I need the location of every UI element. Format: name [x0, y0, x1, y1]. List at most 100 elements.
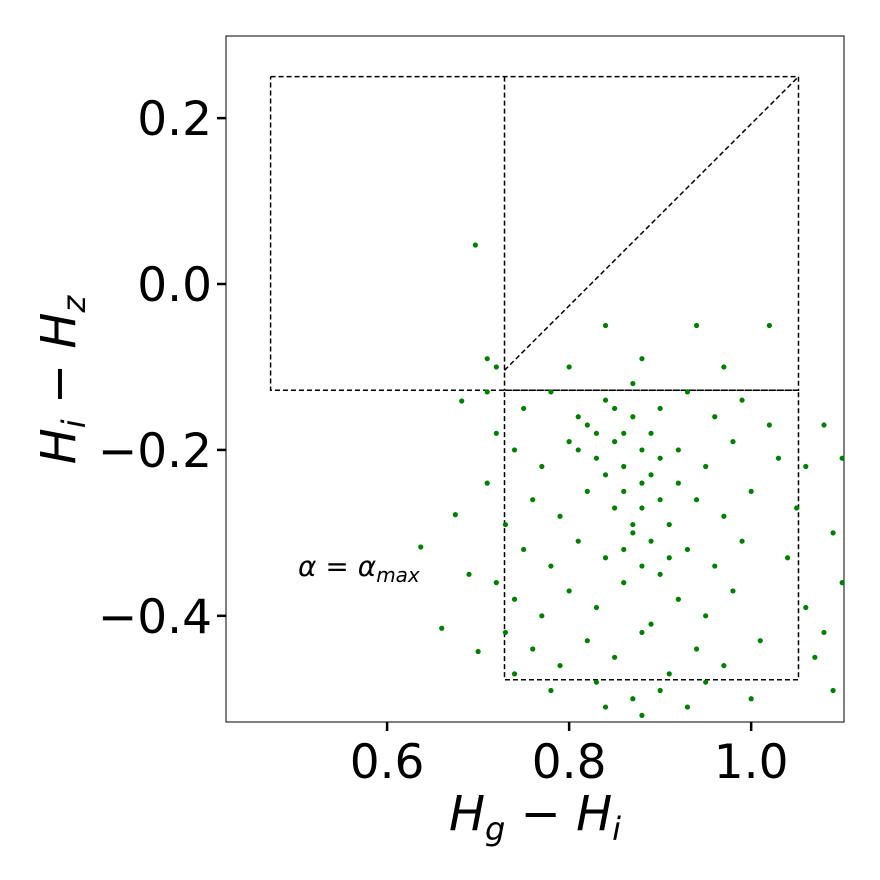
point: [639, 563, 645, 569]
point: [657, 455, 663, 461]
point: [639, 480, 645, 486]
point: [675, 447, 681, 453]
point: [703, 463, 709, 470]
point: [648, 538, 654, 544]
point: [593, 430, 600, 436]
point: [812, 654, 818, 660]
point: [593, 604, 600, 611]
point: [548, 687, 554, 694]
x-label-part: H: [449, 786, 485, 842]
y-tick-label: −0.4: [98, 590, 212, 645]
point: [693, 497, 700, 503]
x-axis-label: Hg − Hi: [449, 786, 621, 848]
point: [612, 405, 618, 412]
point: [721, 662, 727, 669]
x-tick-label: 0.6: [350, 735, 425, 790]
point: [593, 679, 600, 685]
point: [657, 687, 663, 694]
point: [839, 580, 845, 586]
point: [484, 356, 490, 362]
annotation-part: α = α: [298, 550, 377, 583]
point: [575, 447, 581, 453]
point: [584, 488, 590, 494]
point: [766, 422, 772, 428]
point: [630, 380, 636, 387]
point: [621, 580, 627, 586]
point: [684, 546, 691, 553]
point: [548, 389, 554, 395]
point: [639, 356, 645, 362]
point: [530, 497, 536, 503]
point: [675, 596, 681, 602]
point: [566, 439, 572, 445]
y-axis-label: Hi − Hz: [31, 294, 93, 464]
point: [703, 679, 709, 685]
point: [830, 687, 836, 694]
point: [557, 513, 563, 519]
point: [493, 364, 499, 370]
guide-line: [503, 389, 800, 681]
point: [666, 521, 672, 528]
point: [766, 322, 772, 329]
point: [521, 405, 527, 412]
point: [466, 571, 472, 577]
point: [657, 405, 663, 412]
point: [748, 488, 754, 494]
point: [621, 488, 627, 494]
point: [794, 505, 800, 511]
point: [511, 596, 518, 602]
point: [803, 604, 809, 611]
point: [593, 455, 600, 461]
x-label-part: − H: [505, 786, 612, 842]
point: [566, 588, 572, 594]
point: [648, 472, 654, 478]
point: [539, 463, 545, 470]
point: [639, 505, 645, 511]
point: [648, 621, 654, 627]
point: [621, 430, 627, 436]
point: [602, 472, 609, 478]
point: [602, 397, 609, 403]
point: [566, 364, 572, 370]
point: [712, 414, 718, 420]
point: [748, 696, 754, 702]
point: [521, 546, 527, 553]
point: [493, 430, 499, 436]
point: [739, 538, 745, 544]
point: [602, 322, 609, 329]
point: [602, 704, 609, 710]
y-tick-label: 0.2: [137, 92, 212, 147]
point: [830, 530, 836, 536]
point: [557, 662, 563, 669]
point: [502, 521, 509, 528]
annotation: α = αmax: [298, 550, 420, 587]
point: [721, 513, 727, 519]
point: [472, 242, 478, 248]
point: [639, 712, 645, 718]
point: [712, 563, 718, 569]
point: [459, 398, 465, 404]
x-tick-label: 1.0: [714, 735, 789, 790]
point: [575, 414, 581, 420]
point: [693, 646, 700, 652]
point: [657, 571, 663, 577]
point: [730, 439, 736, 445]
point: [648, 430, 654, 436]
point: [539, 613, 545, 619]
point: [484, 480, 490, 486]
point: [639, 447, 645, 453]
x-tick-label: 0.8: [532, 735, 607, 790]
point: [630, 521, 636, 528]
point: [630, 530, 636, 536]
point: [575, 538, 581, 544]
point: [821, 422, 827, 428]
point: [584, 638, 590, 644]
point: [684, 389, 691, 395]
point: [657, 497, 663, 503]
point: [418, 544, 424, 550]
point: [475, 648, 481, 655]
y-label-sub: i: [55, 419, 93, 428]
point: [584, 422, 590, 428]
point: [630, 414, 636, 420]
